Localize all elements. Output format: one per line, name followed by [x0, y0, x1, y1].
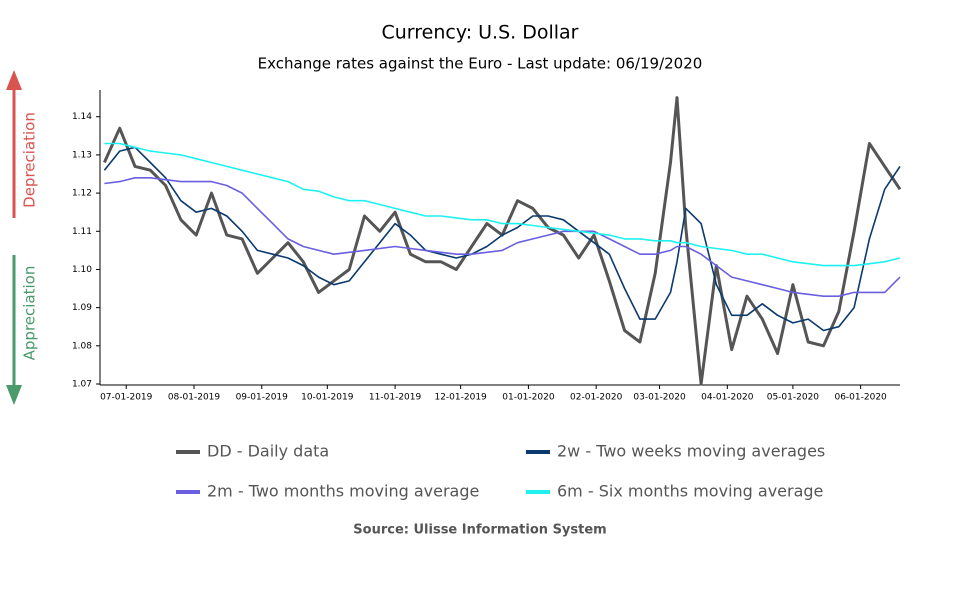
y-tick-label: 1.09 [72, 303, 92, 313]
legend-label: 2w - Two weeks moving averages [557, 442, 825, 461]
x-tick-label: 07-01-2019 [100, 393, 153, 403]
source: Source: Ulisse Information System [353, 523, 606, 538]
x-tick-label: 12-01-2019 [434, 393, 487, 403]
y-tick-label: 1.10 [72, 265, 92, 275]
appreciation-label: Appreciation [21, 266, 39, 361]
x-tick-label: 10-01-2019 [301, 393, 354, 403]
x-tick-label: 09-01-2019 [236, 393, 289, 403]
x-tick-label: 05-01-2020 [767, 393, 820, 403]
y-tick-label: 1.07 [72, 380, 92, 390]
y-tick-label: 1.14 [72, 112, 92, 122]
legend-label: 6m - Six months moving average [557, 482, 823, 501]
chart-title: Currency: U.S. Dollar [381, 22, 578, 44]
x-tick-label: 08-01-2019 [168, 393, 221, 403]
legend-label: DD - Daily data [207, 442, 329, 461]
x-tick-label: 11-01-2019 [369, 393, 422, 403]
y-tick-label: 1.11 [72, 227, 92, 237]
legend-label: 2m - Two months moving average [207, 482, 479, 501]
x-tick-label: 03-01-2020 [633, 393, 686, 403]
x-tick-label: 04-01-2020 [701, 393, 754, 403]
x-tick-label: 02-01-2020 [570, 393, 623, 403]
series-line [103, 96, 902, 386]
series-line [103, 146, 901, 332]
x-tick-label: 06-01-2020 [834, 393, 887, 403]
depreciation-label: Depreciation [21, 112, 39, 208]
chart-subtitle: Exchange rates against the Euro - Last u… [258, 55, 703, 73]
series-line [104, 142, 901, 267]
x-tick-label: 01-01-2020 [502, 393, 555, 403]
y-tick-label: 1.12 [72, 189, 92, 199]
y-tick-label: 1.13 [72, 150, 92, 160]
appreciation-arrow [6, 255, 22, 405]
series-line [104, 177, 901, 297]
y-tick-label: 1.08 [72, 341, 92, 351]
depreciation-arrow [6, 70, 22, 218]
